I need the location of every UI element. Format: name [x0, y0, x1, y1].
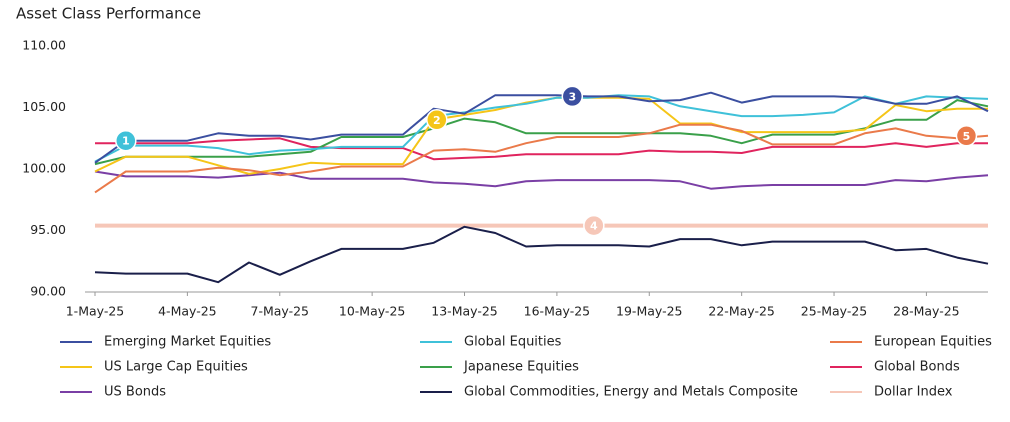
- y-tick-label: 100.00: [22, 161, 66, 176]
- x-tick-label: 25-May-25: [801, 304, 867, 319]
- chart-title: Asset Class Performance: [16, 5, 201, 23]
- x-tick-label: 28-May-25: [893, 304, 959, 319]
- series-line: [94, 91, 989, 164]
- legend-label: Global Bonds: [874, 360, 960, 375]
- x-tick-label: 13-May-25: [431, 304, 497, 319]
- annotation-label: 3: [568, 90, 576, 103]
- x-tick-label: 10-May-25: [339, 304, 405, 319]
- annotation-label: 4: [590, 220, 598, 233]
- legend-label: Japanese Equities: [463, 360, 579, 375]
- x-tick-label: 22-May-25: [708, 304, 774, 319]
- legend-label: Global Equities: [464, 335, 562, 350]
- legend-label: Global Commodities, Energy and Metals Co…: [464, 385, 798, 400]
- legend-label: European Equities: [874, 335, 992, 350]
- y-tick-label: 105.00: [22, 99, 66, 114]
- x-tick-label: 7-May-25: [251, 304, 310, 319]
- x-tick-label: 1-May-25: [66, 304, 125, 319]
- x-tick-label: 4-May-25: [158, 304, 217, 319]
- annotation-label: 1: [122, 135, 130, 148]
- legend-label: Emerging Market Equities: [104, 335, 271, 350]
- series-line: [94, 123, 989, 194]
- series-line: [94, 170, 989, 190]
- annotation-label: 5: [963, 130, 971, 143]
- annotation-marker: [426, 109, 448, 131]
- y-tick-label: 95.00: [30, 222, 66, 237]
- series-line: [95, 137, 988, 161]
- x-tick-label: 16-May-25: [524, 304, 590, 319]
- y-tick-label: 90.00: [30, 284, 66, 299]
- annotation-marker: [955, 125, 978, 147]
- annotation-label: 2: [433, 114, 441, 127]
- y-tick-label: 110.00: [22, 38, 66, 53]
- x-tick-label: 19-May-25: [616, 304, 682, 319]
- series-line: [94, 99, 989, 166]
- legend-label: Dollar Index: [874, 385, 953, 400]
- annotation-marker: [583, 214, 605, 237]
- annotation-marker: [561, 85, 584, 108]
- legend-label: US Large Cap Equities: [104, 360, 248, 375]
- series-line: [94, 225, 989, 284]
- annotation-marker: [115, 129, 137, 152]
- series-line: [94, 96, 988, 175]
- legend-label: US Bonds: [104, 385, 166, 400]
- series-line: [94, 94, 989, 163]
